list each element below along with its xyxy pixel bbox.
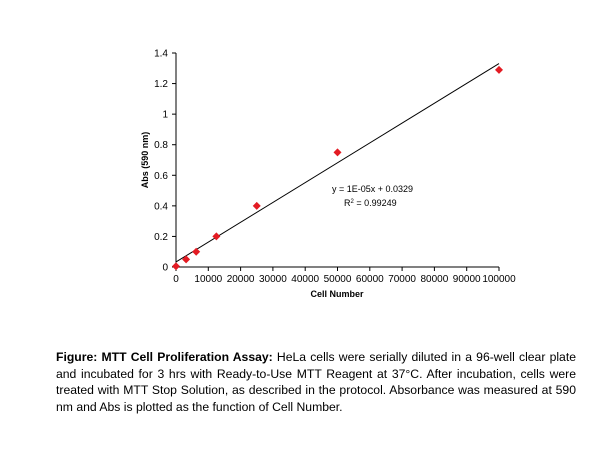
axes [175,53,499,268]
x-tick-label: 0 [173,274,179,285]
trendline-equation: y = 1E-05x + 0.0329 [332,184,413,194]
data-point [333,148,342,157]
r-squared-label: R2 = 0.99249 [344,198,397,208]
x-axis-ticks: 0 10000 20000 30000 40000 50000 60000 70000 8000… [173,267,516,285]
trendline [175,63,500,263]
y-tick-label: 1.2 [154,79,168,90]
data-point [182,255,191,264]
x-tick-label: 100000 [482,274,516,285]
x-tick-label: 50000 [324,274,352,285]
y-tick-label: 0.8 [154,140,168,151]
data-points [172,65,503,271]
x-tick-label: 30000 [259,274,287,285]
data-point [495,65,503,74]
x-tick-label: 10000 [194,274,222,285]
y-tick-label: 1 [162,110,168,121]
x-tick-label: 90000 [453,274,481,285]
x-tick-label: 20000 [227,274,255,285]
data-point [252,201,261,210]
y-tick-label: 1.4 [154,49,168,60]
r-squared-value: = 0.99249 [354,198,397,208]
x-tick-label: 70000 [388,274,416,285]
r-squared-exponent: 2 [351,199,355,205]
y-axis-ticks: 0 0.2 0.4 0.6 0.8 1 1.2 1.4 [154,49,176,274]
y-tick-label: 0.4 [154,201,168,212]
y-tick-label: 0.6 [154,171,168,182]
data-point [212,232,221,241]
x-tick-label: 80000 [420,274,448,285]
data-point [192,247,201,256]
y-tick-label: 0.2 [154,232,168,243]
caption-lead: Figure: MTT Cell Proliferation Assay: [56,350,273,364]
caption-body: HeLa cells were serially diluted in a 96… [56,350,576,414]
r-squared-symbol: R [344,198,351,208]
y-axis-title: Abs (590 nm) [140,132,150,189]
figure-caption: Figure: MTT Cell Proliferation Assay: He… [56,349,576,415]
chart: 0 10000 20000 30000 40000 50000 60000 70000 8000… [140,49,516,300]
x-tick-label: 60000 [356,274,384,285]
y-tick-label: 0 [162,263,168,274]
x-axis-title: Cell Number [310,289,364,299]
x-tick-label: 40000 [291,274,319,285]
data-point [172,262,180,271]
